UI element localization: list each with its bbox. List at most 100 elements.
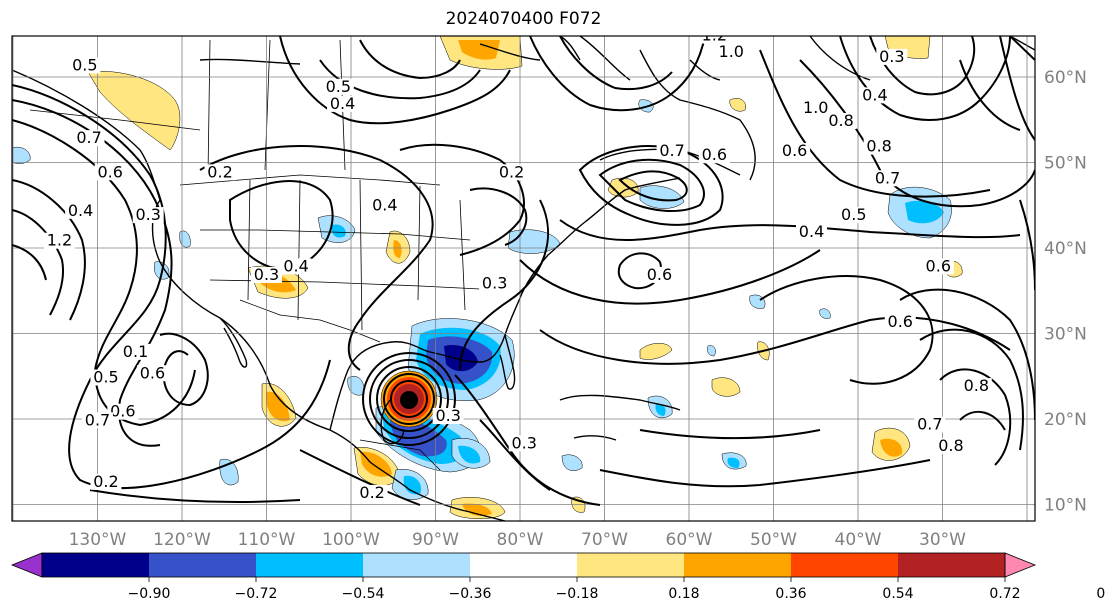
colorbar-tick-label: 0.36 xyxy=(775,586,806,602)
colorbar-segment xyxy=(470,553,577,577)
contour-label-bg xyxy=(838,207,870,224)
contour-label-bg xyxy=(960,378,992,395)
contour-label: 0.6 xyxy=(647,265,672,284)
contour-label: 0.3 xyxy=(879,47,904,66)
contour-label: 0.7 xyxy=(875,168,900,187)
longitude-label: 90°W xyxy=(412,530,459,550)
contour-label-bg xyxy=(204,164,236,181)
contour-label: 0.8 xyxy=(964,376,989,395)
contour-label: 0.1 xyxy=(123,342,148,361)
colorbar-tick-label: −0.72 xyxy=(235,586,278,602)
contour-label-bg xyxy=(82,412,113,429)
longitude-label: 60°W xyxy=(666,530,713,550)
contour-label: 0.6 xyxy=(782,141,807,160)
longitude-label: 130°W xyxy=(69,530,127,550)
contour-label: 0.6 xyxy=(97,162,122,181)
latitude-label: 40°N xyxy=(1044,239,1087,259)
contour-label-bg xyxy=(876,48,908,65)
coastlines xyxy=(12,36,1035,521)
contour-label-bg xyxy=(356,484,388,501)
contour-label: 0.6 xyxy=(702,145,727,164)
contour-label-bg xyxy=(914,416,946,433)
colorbar-segment xyxy=(791,553,898,577)
colorbar-extend-high xyxy=(1004,552,1037,578)
contour-label-bg xyxy=(496,164,528,181)
contour-label-bg xyxy=(90,473,122,490)
contour-label-bg xyxy=(825,113,857,130)
contour-label: 0.7 xyxy=(85,410,110,429)
contour-label: 0.2 xyxy=(499,162,524,181)
contour-label-bg xyxy=(120,343,152,360)
contour-label-bg xyxy=(884,313,916,330)
colorbar-tick-label: 0.18 xyxy=(668,586,699,602)
contour-label: 0.4 xyxy=(372,196,397,215)
colorbar-tick-label: 0.72 xyxy=(989,586,1020,602)
contour-label-bg xyxy=(863,138,895,155)
colorbar-tick-label: −0.90 xyxy=(128,586,171,602)
contour-labels: 1.21.00.50.40.20.40.20.7 0.6 0.6 0.81.00.80… xyxy=(43,26,992,502)
longitude-label: 70°W xyxy=(581,530,628,550)
contour-label-bg xyxy=(698,147,730,164)
longitude-label: 80°W xyxy=(497,530,544,550)
contour-label-bg xyxy=(69,57,101,74)
latitude-label: 30°N xyxy=(1044,325,1087,345)
contours xyxy=(12,36,1035,506)
contour-label: 0.4 xyxy=(862,85,887,104)
contour-label: 1.0 xyxy=(803,98,828,117)
contour-label: 0.7 xyxy=(917,415,942,434)
latitude-label: 60°N xyxy=(1044,68,1087,88)
contour-label-bg xyxy=(65,202,97,219)
longitude-axis: 130°W 120°W 110°W 100°W 90°W 80°W 70°W 60°W 50°W… xyxy=(69,530,967,550)
contour-label: 0.6 xyxy=(140,363,165,382)
contour-label: 1.2 xyxy=(47,231,72,250)
contour-label-bg xyxy=(369,197,401,214)
contour-label: 0.5 xyxy=(326,77,351,96)
contour-label: 0.3 xyxy=(511,433,536,452)
latitude-label: 50°N xyxy=(1044,154,1087,174)
map-title: 2024070400 F072 xyxy=(445,9,602,29)
contour-label: 0.8 xyxy=(938,436,963,455)
contour-label-bg xyxy=(715,43,747,60)
contour-label: 0.6 xyxy=(888,312,913,331)
colorbar-tick-label: −0.54 xyxy=(342,586,385,602)
contour-label: 0.4 xyxy=(330,94,355,113)
contour-label-bg xyxy=(43,232,75,249)
contour-label: 0.2 xyxy=(359,483,384,502)
contour-label: 0.3 xyxy=(435,406,460,425)
longitude-label: 120°W xyxy=(153,530,211,550)
contour-label: 0.3 xyxy=(482,273,507,292)
contour-label-bg xyxy=(280,258,312,275)
colorbar-segment xyxy=(577,553,684,577)
longitude-label: 40°W xyxy=(835,530,882,550)
longitude-label: 100°W xyxy=(322,530,380,550)
contour-label: 0.2 xyxy=(207,162,232,181)
colorbar-segment xyxy=(898,553,1005,577)
contour-label-bg xyxy=(94,164,126,181)
colorbar-tick-label: 0.54 xyxy=(882,586,913,602)
contour-label-bg xyxy=(136,365,168,382)
contour-label: 0.3 xyxy=(135,205,160,224)
colorbar: −0.90 −0.72 −0.54 −0.36 −0.18 0.18 0.36 0.54 0.7… xyxy=(10,552,1105,602)
contour-label-bg xyxy=(922,258,954,275)
contour-label-bg xyxy=(859,87,891,104)
contour-label: 0.7 xyxy=(659,141,684,160)
colorbar-tick-label: 0.90 xyxy=(1096,586,1105,602)
colorbar-extend-low xyxy=(10,552,43,578)
contour-label: 1.2 xyxy=(702,26,727,45)
contour-label: 0.3 xyxy=(254,265,279,284)
contour-label: 0.8 xyxy=(828,111,853,130)
latitude-label: 20°N xyxy=(1044,410,1087,430)
contour-label: 0.6 xyxy=(110,402,135,421)
colorbar-segment xyxy=(363,553,470,577)
contour-label-bg xyxy=(432,408,464,424)
graticule xyxy=(12,36,1035,521)
contour-label-bg xyxy=(327,95,359,112)
longitude-label: 30°W xyxy=(919,530,966,550)
contour-label-bg xyxy=(322,78,354,95)
contour-label-bg xyxy=(107,403,139,420)
contour-label-bg xyxy=(872,170,904,187)
contour-label-bg xyxy=(800,100,832,117)
contour-label: 0.4 xyxy=(799,222,824,241)
contour-label: 0.5 xyxy=(841,205,866,224)
contour-label: 0.8 xyxy=(866,137,891,156)
